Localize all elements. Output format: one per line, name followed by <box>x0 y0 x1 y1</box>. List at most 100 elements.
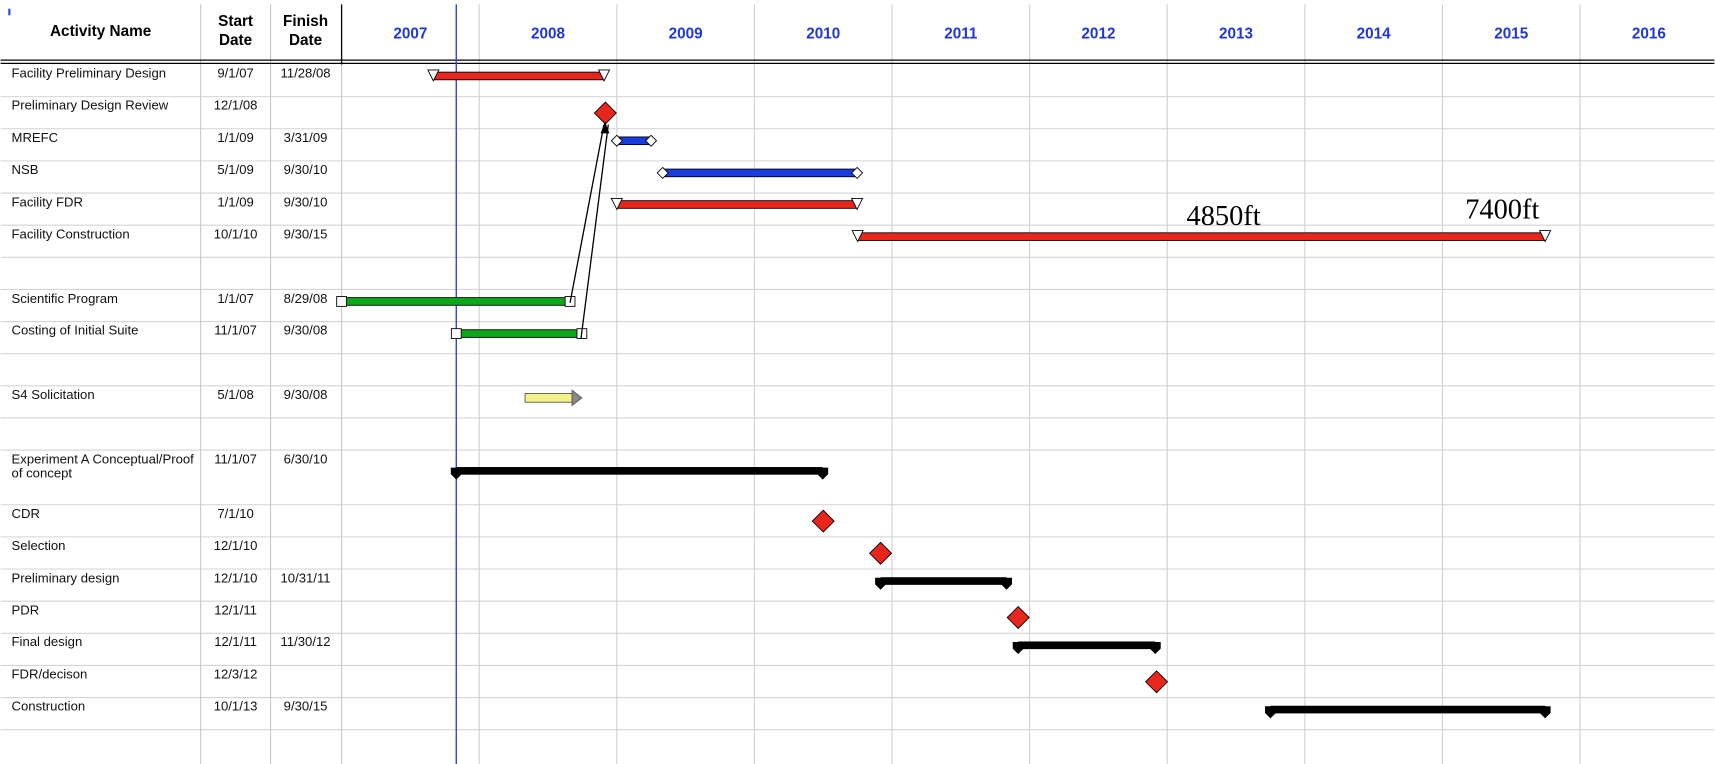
triangle-end <box>610 198 623 211</box>
activity-name: Construction <box>11 699 86 714</box>
activity-name-box: Preliminary design <box>11 571 120 586</box>
diamond-end <box>610 134 623 147</box>
start-date: 12/1/11 <box>214 603 257 618</box>
start-date: 10/1/13 <box>213 699 258 714</box>
finish-date: 10/31/11 <box>280 571 331 586</box>
bar <box>455 329 583 338</box>
start-date: 1/1/09 <box>217 130 254 146</box>
year-label: 2011 <box>944 25 978 42</box>
finish-date-box: 3/31/09 <box>284 131 328 145</box>
bar <box>1270 705 1546 714</box>
bar <box>662 168 858 178</box>
arrow-head <box>600 121 610 134</box>
finish-date: 9/30/15 <box>283 699 328 714</box>
triangle-end <box>851 230 864 243</box>
start-date-box: 12/1/08 <box>213 98 258 114</box>
start-date: 10/1/10 <box>213 227 258 242</box>
column-header-box: Activity Name <box>50 21 152 40</box>
start-date-box: 1/1/09 <box>217 130 254 146</box>
activity-name: Scientific Program <box>11 291 118 306</box>
start-date-box: 11/1/07 <box>214 323 257 338</box>
bar <box>880 577 1007 585</box>
bracket-end <box>450 467 462 480</box>
activity-name-box: Facility Construction <box>12 227 130 241</box>
activity-name: Selection <box>11 539 66 554</box>
activity-name: NSB <box>11 163 39 178</box>
triangle-end <box>1538 230 1552 243</box>
activity-name-box: CDR <box>11 506 40 522</box>
activity-name: PDR <box>11 603 40 618</box>
finish-date-box: 11/30/12 <box>280 635 331 650</box>
bracket-end <box>1001 577 1013 590</box>
finish-date: 11/30/12 <box>280 635 331 650</box>
finish-date-box: 9/30/10 <box>283 195 328 210</box>
start-date-box: 12/1/11 <box>214 635 257 650</box>
start-date-box: 11/1/07 <box>214 452 257 466</box>
start-date-box: 10/1/10 <box>213 227 258 242</box>
year-label: 2014 <box>1357 25 1392 42</box>
activity-name: CDR <box>11 506 40 522</box>
start-date: 7/1/10 <box>217 506 254 522</box>
finish-date: 8/29/08 <box>283 291 328 306</box>
finish-date: 6/30/10 <box>283 452 328 467</box>
activity-name-box: S4 Solicitation <box>11 388 95 403</box>
year-label: 2009 <box>669 25 703 42</box>
bar <box>616 200 858 209</box>
start-date: 1/1/07 <box>217 291 254 306</box>
bar <box>524 393 573 403</box>
year-label: 2012 <box>1081 25 1115 42</box>
activity-name-box: Experiment A Conceptual/Proof of concept <box>11 452 194 481</box>
year-label: 2008 <box>531 25 566 42</box>
start-date: 12/3/12 <box>213 667 258 682</box>
diamond-end <box>851 166 864 179</box>
start-date: 9/1/07 <box>217 66 254 81</box>
start-date: 1/1/09 <box>217 195 254 210</box>
activity-name: S4 Solicitation <box>11 388 95 403</box>
start-date-box: 1/1/07 <box>217 291 254 306</box>
activity-name-box: Final design <box>11 635 83 650</box>
milestone <box>1006 605 1030 630</box>
finish-date-box: 9/30/15 <box>283 227 328 242</box>
start-date: 5/1/08 <box>217 388 254 403</box>
start-date-box: 12/3/12 <box>213 667 258 682</box>
finish-date: 9/30/10 <box>283 195 328 210</box>
year-label: 2007 <box>393 25 427 42</box>
activity-name-box: Selection <box>11 539 66 554</box>
activity-name-box: FDR/decison <box>12 668 88 682</box>
activity-name: Experiment A Conceptual/Proof of concept <box>11 452 194 481</box>
start-date-box: 9/1/07 <box>217 66 254 81</box>
column-header: Activity Name <box>50 21 152 40</box>
finish-date: 9/30/15 <box>283 227 328 242</box>
column-header: Start Date <box>218 12 254 49</box>
triangle-end <box>597 69 611 82</box>
year-label: 2015 <box>1494 25 1529 42</box>
finish-date-box: 11/28/08 <box>280 67 330 81</box>
start-date-box: 5/1/09 <box>217 163 253 177</box>
year-label: 2010 <box>806 25 840 42</box>
activity-name-box: PDR <box>11 603 40 618</box>
bar <box>1018 641 1156 650</box>
start-date: 11/1/07 <box>214 323 257 338</box>
start-date: 12/1/08 <box>213 98 258 114</box>
finish-date: 9/30/08 <box>283 388 328 403</box>
triangle-end <box>427 69 440 82</box>
start-date-box: 12/1/10 <box>214 571 258 585</box>
square-end <box>336 296 347 307</box>
finish-date: 9/30/10 <box>283 163 328 178</box>
bar <box>456 467 823 475</box>
start-date: 12/1/11 <box>214 635 257 650</box>
activity-name: Preliminary design <box>11 571 120 586</box>
milestone <box>1144 670 1169 694</box>
finish-date-box: 8/29/08 <box>283 291 328 306</box>
dependency-arrow <box>569 124 609 339</box>
activity-name-box: Preliminary Design Review <box>12 99 169 113</box>
start-date-box: 12/1/11 <box>214 603 257 618</box>
milestone <box>811 509 835 533</box>
column-header: Finish Date <box>282 12 329 49</box>
activity-name-box: Facility FDR <box>12 195 83 209</box>
activity-name: Final design <box>11 635 83 650</box>
activity-name: Facility Preliminary Design <box>11 66 167 81</box>
start-date-box: 1/1/09 <box>217 195 254 210</box>
